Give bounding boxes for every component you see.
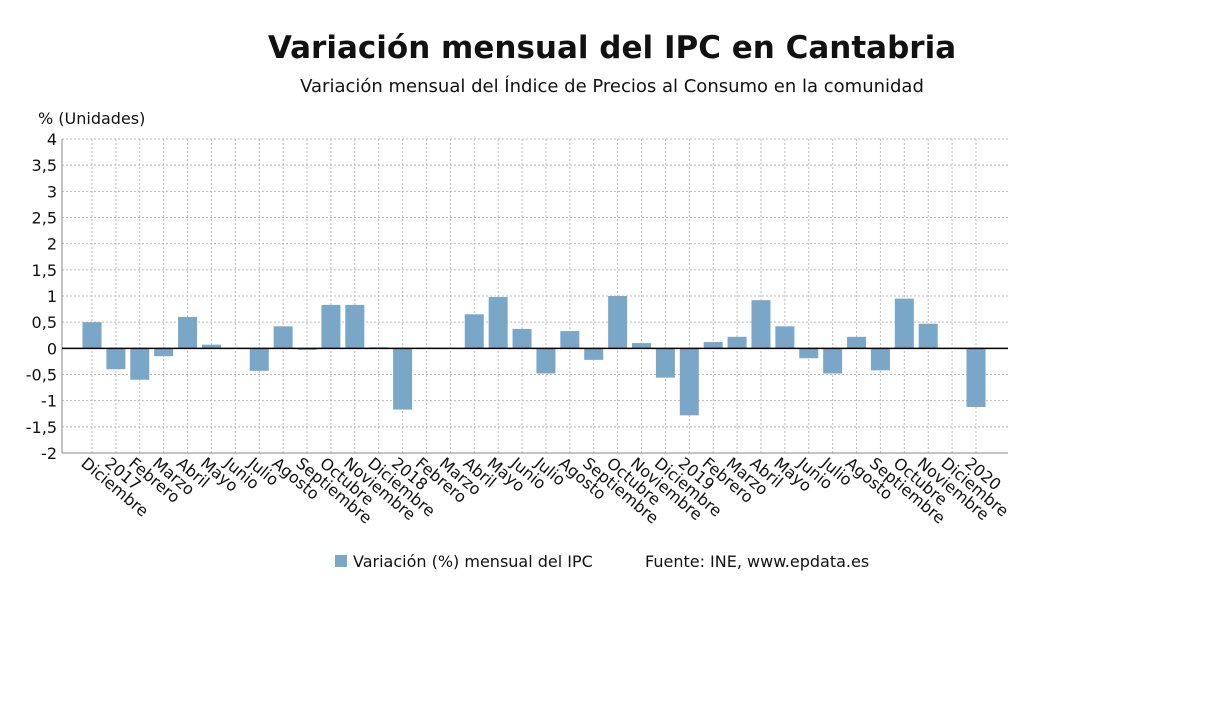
bar xyxy=(130,348,150,380)
chart-title: Variación mensual del IPC en Cantabria xyxy=(268,30,956,66)
y-tick-label: 0 xyxy=(47,339,57,358)
bar xyxy=(894,298,914,349)
y-tick-label: 4 xyxy=(47,130,57,149)
source: Fuente: INE, www.epdata.es xyxy=(645,552,869,571)
y-tick-label: 2,5 xyxy=(32,209,57,228)
bar xyxy=(823,348,843,374)
y-tick-label: 1 xyxy=(47,287,57,306)
legend-label: Variación (%) mensual del IPC xyxy=(353,552,593,571)
bar xyxy=(751,300,771,349)
bar xyxy=(799,348,819,359)
chart-subtitle: Variación mensual del Índice de Precios … xyxy=(300,75,924,97)
bar xyxy=(536,348,556,374)
bar xyxy=(847,336,867,349)
bar xyxy=(345,304,365,349)
bar xyxy=(464,314,484,349)
y-tick-label: 3 xyxy=(47,182,57,201)
y-tick-label: -2 xyxy=(41,444,57,463)
y-tick-label: 2 xyxy=(47,235,57,254)
bar xyxy=(966,348,986,407)
bar xyxy=(178,316,198,349)
bar xyxy=(106,348,126,370)
bar xyxy=(918,323,938,349)
y-tick-label: -0,5 xyxy=(26,366,57,385)
bar xyxy=(679,348,699,416)
bar xyxy=(727,336,747,349)
bar xyxy=(82,322,102,349)
bar xyxy=(512,328,532,349)
y-tick-label: 3,5 xyxy=(32,156,57,175)
bar xyxy=(154,348,174,357)
legend-swatch xyxy=(335,555,347,567)
bar xyxy=(560,331,580,349)
y-tick-label: 0,5 xyxy=(32,313,57,332)
bar xyxy=(775,326,795,349)
bar xyxy=(297,348,317,350)
y-axis-label: % (Unidades) xyxy=(38,109,145,128)
bar xyxy=(488,297,508,349)
y-tick-label: 1,5 xyxy=(32,261,57,280)
bar xyxy=(201,344,221,349)
bar xyxy=(393,348,413,410)
bar xyxy=(273,326,293,349)
y-tick-label: -1 xyxy=(41,392,57,411)
bar xyxy=(321,304,341,349)
y-tick-label: -1,5 xyxy=(26,418,57,437)
bar xyxy=(655,348,675,378)
bar xyxy=(703,342,723,349)
bar xyxy=(870,348,890,371)
bar xyxy=(249,348,269,371)
bar xyxy=(584,348,604,360)
bar xyxy=(608,296,628,349)
bar xyxy=(632,343,652,349)
